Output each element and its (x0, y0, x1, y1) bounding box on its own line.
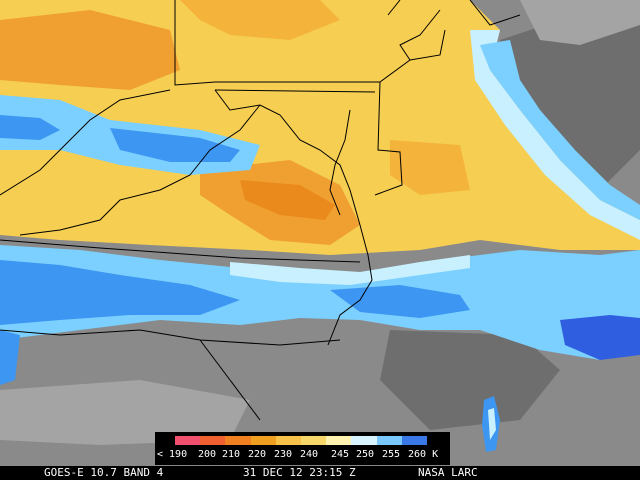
cloud-gray-dark-lower (380, 330, 560, 430)
legend-swatch (401, 436, 428, 445)
legend-swatch (250, 436, 276, 445)
warm-cloud-orange-core (240, 180, 335, 220)
legend-tick-label: 260 K (408, 449, 439, 460)
legend-swatch (351, 436, 377, 445)
legend-tick-label: 220 (248, 449, 267, 460)
legend-tick-label: 245 (331, 449, 350, 460)
cold-cloud-small-bottom-core (488, 408, 496, 440)
legend-swatch (275, 436, 302, 445)
satellite-band-label: GOES-E 10.7 BAND 4 (44, 466, 164, 479)
cold-cloud-band-left-core (0, 115, 60, 140)
state-borders (0, 0, 521, 421)
legend-tick-label: < 190 (157, 449, 188, 460)
legend-swatch (326, 436, 352, 445)
legend-swatch (225, 436, 251, 445)
cold-cloud-band-right-core (560, 315, 640, 360)
legend-tick-label: 250 (356, 449, 375, 460)
cold-cloud-left-edge (0, 330, 20, 385)
warm-cloud-orange-top (180, 0, 340, 40)
cold-cloud-band-lower-core-2 (330, 285, 470, 318)
cloud-gray-light-lower (0, 380, 250, 445)
satellite-map (0, 0, 640, 468)
cold-cloud-pale-strip (230, 255, 470, 285)
legend-tick-label: 230 (274, 449, 293, 460)
legend-swatch (200, 436, 226, 445)
cold-cloud-band-lower (0, 245, 640, 360)
legend-tick-label: 210 (222, 449, 241, 460)
cloud-gray-dark-upper (500, 20, 640, 190)
image-caption: GOES-E 10.7 BAND 4 31 DEC 12 23:15 Z NAS… (0, 466, 640, 480)
temperature-legend: < 190 200 210 220 230 240 245 250 255 260 K (155, 432, 450, 465)
legend-tick-label: 255 (382, 449, 401, 460)
cloud-gray-light-patch (520, 0, 640, 45)
credit-label: NASA LARC (418, 466, 478, 479)
legend-color-bar (175, 436, 428, 445)
legend-swatch (175, 436, 201, 445)
warm-cloud-orange-upper (0, 10, 180, 90)
legend-tick-label: 200 (198, 449, 217, 460)
legend-tick-label: 240 (300, 449, 319, 460)
cold-cloud-band-lower-core (0, 260, 240, 325)
observation-datetime: 31 DEC 12 23:15 Z (243, 466, 356, 479)
cold-cloud-blue-right (480, 40, 640, 220)
legend-swatch (301, 436, 327, 445)
warm-cloud-orange-right (390, 140, 470, 195)
legend-swatch (376, 436, 402, 445)
legend-ticks: < 190 200 210 220 230 240 245 250 255 260 K (155, 449, 450, 463)
